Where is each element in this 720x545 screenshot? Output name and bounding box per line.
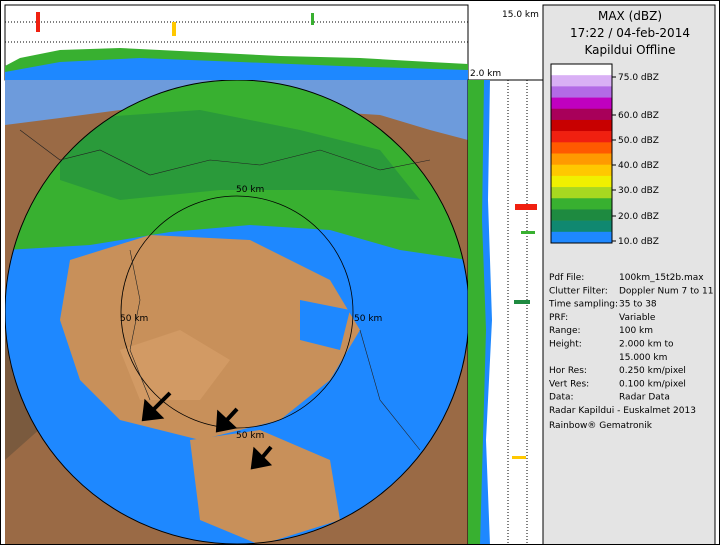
info-value: Variable xyxy=(619,313,656,323)
legend-label: 60.0 dBZ xyxy=(618,111,659,121)
legend-swatch xyxy=(551,164,612,177)
legend-swatch xyxy=(551,231,612,244)
info-value: 15.000 km xyxy=(619,353,667,363)
legend-label: 40.0 dBZ xyxy=(618,161,659,171)
info-label: PRF: xyxy=(549,313,568,323)
legend-swatch xyxy=(551,142,612,154)
ring-label: 50 km xyxy=(354,314,382,324)
info-value: 0.100 km/pixel xyxy=(619,379,686,389)
side-cross-section xyxy=(467,79,544,545)
ring-label: 50 km xyxy=(236,431,264,441)
legend-swatch xyxy=(551,131,612,143)
top-cross-section: 2.0 km xyxy=(4,4,501,81)
ring-label: 50 km xyxy=(120,314,148,324)
info-label: Pdf File: xyxy=(549,273,584,283)
legend: 75.0 dBZ 60.0 dBZ 50.0 dBZ 40.0 dBZ 30.0 dBZ… xyxy=(550,63,659,247)
legend-border xyxy=(550,63,613,244)
info-label: Hor Res: xyxy=(549,366,587,376)
info-value: 35 to 38 xyxy=(619,300,657,310)
legend-swatch xyxy=(551,119,612,132)
info-value: Radar Data xyxy=(619,393,670,403)
info-label: Data: xyxy=(549,393,574,403)
info-label: Range: xyxy=(549,326,581,336)
datetime: 17:22 / 04-feb-2014 xyxy=(570,26,690,40)
info-label: Time sampling: xyxy=(548,300,618,310)
info-value: 100 km xyxy=(619,326,653,336)
legend-swatch xyxy=(551,64,612,76)
height-label: 2.0 km xyxy=(470,69,501,79)
info-table: Pdf File: 100km_15t2b.max Clutter Filter: D… xyxy=(548,273,713,431)
legend-label: 30.0 dBZ xyxy=(618,186,659,196)
legend-swatch xyxy=(551,175,612,188)
status: Kapildui Offline xyxy=(584,43,675,57)
info-value: 0.250 km/pixel xyxy=(619,366,686,376)
map xyxy=(5,80,468,545)
arrows xyxy=(141,391,273,470)
legend-label: 75.0 dBZ xyxy=(618,73,659,83)
height-label: 15.0 km xyxy=(502,10,539,20)
legend-label: 20.0 dBZ xyxy=(618,212,659,222)
legend-swatch xyxy=(551,209,612,221)
legend-label: 10.0 dBZ xyxy=(618,237,659,247)
title: MAX (dBZ) xyxy=(598,9,662,23)
legend-swatch xyxy=(551,187,612,199)
legend-swatch xyxy=(551,75,612,87)
legend-swatch xyxy=(551,153,612,165)
legend-swatch xyxy=(551,198,612,210)
info-label: Height: xyxy=(549,340,582,350)
legend-swatch xyxy=(551,86,612,98)
info-value: 100km_15t2b.max xyxy=(619,273,704,283)
info-label: Vert Res: xyxy=(549,379,589,389)
info-label: Clutter Filter: xyxy=(549,286,608,296)
legend-swatch xyxy=(551,220,612,233)
legend-label: 50.0 dBZ xyxy=(618,136,659,146)
footer-line: Rainbow® Gematronik xyxy=(549,421,653,431)
footer-line: Radar Kapildui - Euskalmet 2013 xyxy=(549,406,696,416)
info-value: Doppler Num 7 to 11 xyxy=(619,286,713,296)
info-value: 2.000 km to xyxy=(619,340,674,350)
legend-swatch xyxy=(551,97,612,110)
legend-swatch xyxy=(551,108,612,121)
ring-label: 50 km xyxy=(236,185,264,195)
